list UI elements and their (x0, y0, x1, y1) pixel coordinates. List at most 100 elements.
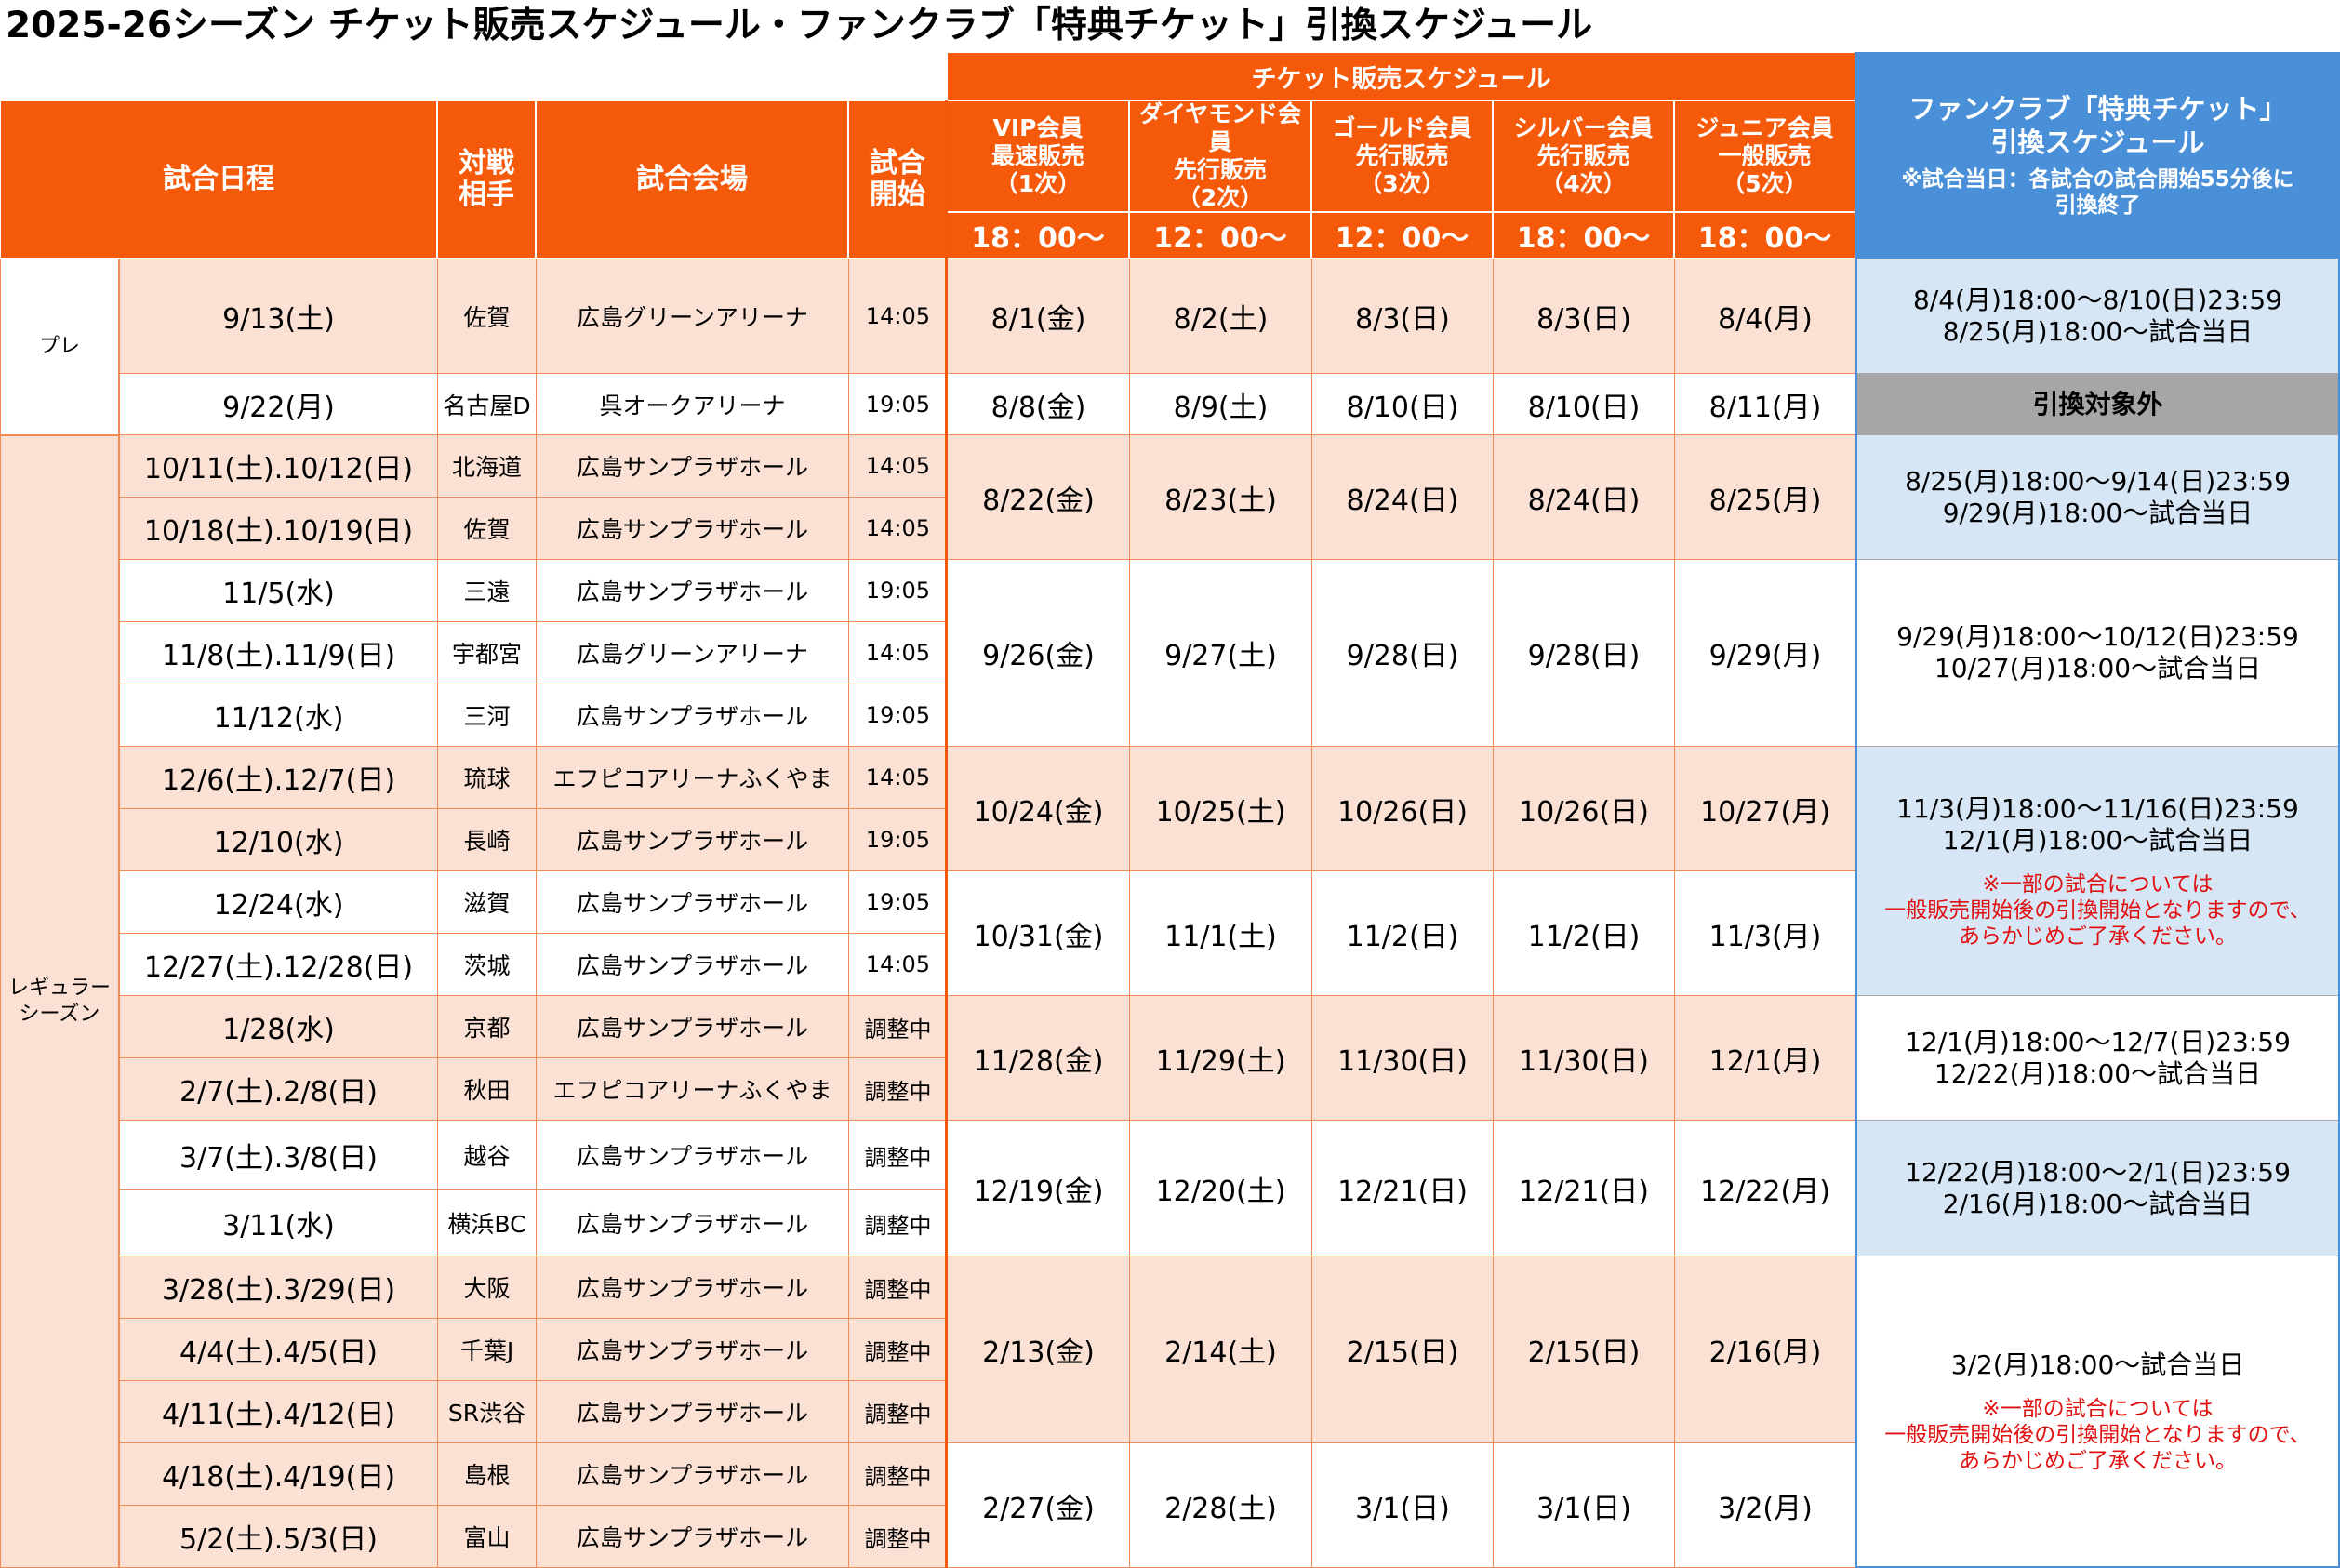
sale-date-tier-4: 12/21(日) (1493, 1121, 1674, 1256)
sale-date-tier-1: 9/26(金) (947, 560, 1129, 747)
sale-date-tier-4: 8/10(日) (1493, 374, 1674, 435)
start-time: 14:05 (848, 747, 947, 809)
start-time: 19:05 (848, 684, 947, 747)
category-pre: プレ (0, 259, 119, 435)
exchange-note: ※一部の試合については 一般販売開始後の引換開始となりますので、 あらかじめご了… (1884, 871, 2311, 949)
opponent: 茨城 (437, 934, 536, 996)
game-date: 12/10(水) (119, 809, 437, 871)
opponent: 長崎 (437, 809, 536, 871)
opponent: 横浜BC (437, 1190, 536, 1256)
venue: 広島サンプラザホール (536, 871, 848, 934)
exchange-schedule: 3/2(月)18:00～試合当日 ※一部の試合については 一般販売開始後の引換開始… (1855, 1256, 2340, 1568)
sale-date-tier-3: 11/2(日) (1311, 871, 1493, 996)
sale-date-tier-4: 2/15(日) (1493, 1256, 1674, 1443)
start-time: 19:05 (848, 871, 947, 934)
venue: 広島サンプラザホール (536, 1319, 848, 1381)
tier-5-name: ジュニア会員 一般販売 （5次） (1674, 100, 1855, 212)
sale-date-tier-4: 8/3(日) (1493, 259, 1674, 374)
tier-4-time: 18：00～ (1493, 212, 1674, 259)
sale-date-tier-1: 10/31(金) (947, 871, 1129, 996)
sale-date-tier-5: 8/11(月) (1674, 374, 1855, 435)
game-date: 10/11(土).10/12(日) (119, 435, 437, 498)
opponent: 富山 (437, 1506, 536, 1568)
game-date: 10/18(土).10/19(日) (119, 498, 437, 560)
sale-date-tier-5: 12/22(月) (1674, 1121, 1855, 1256)
sale-date-tier-1: 2/13(金) (947, 1256, 1129, 1443)
opponent: 島根 (437, 1443, 536, 1506)
sale-date-tier-1: 11/28(金) (947, 996, 1129, 1121)
game-date: 11/8(土).11/9(日) (119, 622, 437, 684)
sale-date-tier-3: 12/21(日) (1311, 1121, 1493, 1256)
sale-date-tier-5: 3/2(月) (1674, 1443, 1855, 1568)
game-date: 9/22(月) (119, 374, 437, 435)
venue: 広島サンプラザホール (536, 560, 848, 622)
sale-date-tier-5: 11/3(月) (1674, 871, 1855, 996)
tier-1-time: 18：00～ (947, 212, 1129, 259)
start-time: 19:05 (848, 560, 947, 622)
exchange-period: 8/25(月)18:00～9/14(日)23:59 9/29(月)18:00～試… (1905, 465, 2291, 528)
sale-date-tier-4: 11/2(日) (1493, 871, 1674, 996)
game-date: 4/4(土).4/5(日) (119, 1319, 437, 1381)
exchange-schedule: 8/4(月)18:00～8/10(日)23:59 8/25(月)18:00～試合… (1855, 259, 2340, 374)
page-title: 2025-26シーズン チケット販売スケジュール・ファンクラブ「特典チケット」引… (6, 5, 1593, 47)
sale-date-tier-4: 10/26(日) (1493, 747, 1674, 871)
venue: 広島サンプラザホール (536, 809, 848, 871)
exchange-schedule: 9/29(月)18:00～10/12(日)23:59 10/27(月)18:00… (1855, 560, 2340, 747)
sale-date-tier-3: 8/3(日) (1311, 259, 1493, 374)
start-time: 14:05 (848, 622, 947, 684)
sale-date-tier-2: 12/20(土) (1129, 1121, 1311, 1256)
sale-date-tier-3: 3/1(日) (1311, 1443, 1493, 1568)
exchange-period: 8/4(月)18:00～8/10(日)23:59 8/25(月)18:00～試合… (1912, 284, 2283, 347)
start-time: 14:05 (848, 498, 947, 560)
opponent: 越谷 (437, 1121, 536, 1190)
venue: 広島グリーンアリーナ (536, 259, 848, 374)
column-divider (945, 100, 948, 1568)
exchange-period: 12/1(月)18:00～12/7(日)23:59 12/22(月)18:00～… (1905, 1026, 2291, 1089)
fanclub-exchange-note: ※試合当日：各試合の試合開始55分後に 引換終了 (1901, 167, 2294, 218)
exchange-schedule: 引換対象外 (1855, 374, 2340, 435)
exchange-schedule: 12/1(月)18:00～12/7(日)23:59 12/22(月)18:00～… (1855, 996, 2340, 1121)
sale-date-tier-5: 9/29(月) (1674, 560, 1855, 747)
sale-date-tier-5: 12/1(月) (1674, 996, 1855, 1121)
venue: 広島サンプラザホール (536, 684, 848, 747)
start-time: 19:05 (848, 809, 947, 871)
opponent-header: 対戦 相手 (437, 100, 536, 259)
game-date: 3/28(土).3/29(日) (119, 1256, 437, 1319)
game-date: 12/27(土).12/28(日) (119, 934, 437, 996)
sale-date-tier-2: 8/2(土) (1129, 259, 1311, 374)
game-date: 4/11(土).4/12(日) (119, 1381, 437, 1443)
game-date: 9/13(土) (119, 259, 437, 374)
game-date: 11/5(水) (119, 560, 437, 622)
start-time: 14:05 (848, 435, 947, 498)
start-time: 調整中 (848, 1506, 947, 1568)
opponent: 名古屋D (437, 374, 536, 435)
sale-date-tier-3: 9/28(日) (1311, 560, 1493, 747)
start-time: 調整中 (848, 1443, 947, 1506)
start-time: 調整中 (848, 1256, 947, 1319)
sale-date-tier-1: 8/8(金) (947, 374, 1129, 435)
opponent: 宇都宮 (437, 622, 536, 684)
venue: 広島グリーンアリーナ (536, 622, 848, 684)
start-time: 14:05 (848, 259, 947, 374)
sale-date-tier-2: 10/25(土) (1129, 747, 1311, 871)
game-date: 12/6(土).12/7(日) (119, 747, 437, 809)
venue: 広島サンプラザホール (536, 1121, 848, 1190)
game-date: 3/7(土).3/8(日) (119, 1121, 437, 1190)
start-time: 19:05 (848, 374, 947, 435)
start-time-header: 試合 開始 (848, 100, 947, 259)
venue: 広島サンプラザホール (536, 498, 848, 560)
sale-date-tier-1: 12/19(金) (947, 1121, 1129, 1256)
sale-date-tier-2: 9/27(土) (1129, 560, 1311, 747)
opponent: 千葉J (437, 1319, 536, 1381)
venue: 広島サンプラザホール (536, 435, 848, 498)
tier-3-time: 12：00～ (1311, 212, 1493, 259)
start-time: 調整中 (848, 1319, 947, 1381)
sale-date-tier-1: 8/22(金) (947, 435, 1129, 560)
sale-date-tier-2: 2/28(土) (1129, 1443, 1311, 1568)
sale-schedule-header: チケット販売スケジュール (947, 52, 1855, 100)
exchange-period: 12/22(月)18:00～2/1(日)23:59 2/16(月)18:00～試… (1905, 1156, 2291, 1219)
start-time: 調整中 (848, 1121, 947, 1190)
game-date: 1/28(水) (119, 996, 437, 1058)
start-time: 調整中 (848, 1058, 947, 1121)
venue-header: 試合会場 (536, 100, 848, 259)
